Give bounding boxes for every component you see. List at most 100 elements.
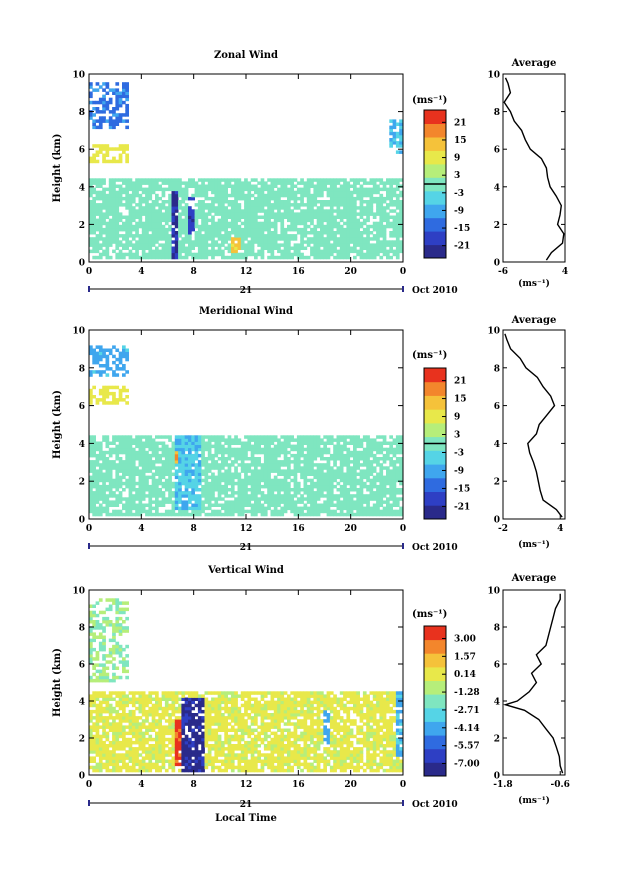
heatmap-cell — [118, 697, 123, 701]
heatmap-cell — [148, 460, 153, 464]
heatmap-cell — [270, 181, 275, 185]
heatmap-cell — [89, 438, 93, 442]
heatmap-cell — [389, 506, 393, 511]
heatmap-cell — [303, 469, 308, 473]
heatmap-cell — [277, 237, 281, 241]
heatmap-cell — [254, 500, 258, 504]
heatmap-cell — [155, 221, 159, 226]
heatmap-cell — [240, 190, 245, 195]
heatmap-cell — [112, 719, 116, 723]
heatmap-cell — [395, 141, 400, 145]
heatmap-cell — [392, 460, 397, 464]
heatmap-cell — [359, 512, 364, 517]
heatmap-cell — [102, 697, 106, 701]
heatmap-cell — [333, 469, 337, 473]
heatmap-cell — [102, 728, 106, 732]
heatmap-cell — [313, 438, 318, 442]
heatmap-cell — [270, 488, 275, 492]
heatmap-cell — [122, 737, 126, 742]
heatmap-cell — [313, 240, 318, 244]
heatmap-cell — [310, 494, 314, 498]
heatmap-cell — [141, 457, 146, 461]
average-x-tick-label: 4 — [557, 524, 563, 534]
heatmap-cell — [247, 215, 252, 219]
heatmap-cell — [333, 203, 337, 207]
heatmap-cell — [115, 147, 120, 151]
heatmap-cell — [362, 240, 367, 244]
heatmap-cell — [108, 768, 113, 773]
heatmap-cell — [316, 475, 321, 480]
heatmap-cell — [141, 255, 146, 260]
heatmap-cell — [108, 481, 113, 486]
heatmap-cell — [240, 237, 245, 241]
heatmap-cell — [316, 494, 321, 498]
heatmap-cell — [392, 441, 397, 445]
heatmap-cell — [105, 660, 110, 664]
heatmap-cell — [197, 206, 202, 210]
heatmap-cell — [336, 237, 341, 241]
heatmap-cell — [323, 441, 327, 445]
heatmap-cell — [369, 196, 374, 201]
heatmap-cell — [89, 616, 93, 621]
x-tick-label: 4 — [138, 267, 144, 277]
heatmap-cell — [379, 500, 384, 504]
heatmap-cell — [234, 215, 238, 219]
heatmap-cell — [211, 472, 215, 476]
heatmap-cell — [257, 227, 261, 232]
heatmap-cell — [399, 212, 403, 216]
heatmap-cell — [283, 255, 288, 260]
heatmap-cell — [343, 246, 347, 250]
heatmap-cell — [102, 453, 106, 458]
heatmap-cell — [118, 481, 123, 486]
heatmap-cell — [389, 125, 393, 130]
heatmap-cell — [293, 193, 298, 198]
heatmap-cell — [194, 497, 199, 501]
heatmap-cell — [128, 491, 133, 495]
heatmap-cell — [323, 255, 327, 260]
heatmap-cell — [191, 178, 195, 182]
heatmap-cell — [382, 478, 387, 483]
average-y-tick-label: 0 — [494, 516, 500, 526]
heatmap-cell — [89, 629, 93, 633]
heatmap-cell — [329, 209, 334, 213]
heatmap-cell — [247, 481, 252, 486]
heatmap-cell — [257, 215, 261, 219]
heatmap-cell — [329, 243, 334, 247]
heatmap-cell — [98, 641, 103, 646]
heatmap-cell — [151, 494, 156, 498]
heatmap-cell — [98, 768, 103, 773]
heatmap-cell — [237, 478, 242, 483]
heatmap-cell — [155, 249, 159, 254]
heatmap-cell — [105, 703, 110, 708]
heatmap-cell — [92, 100, 96, 105]
heatmap-cell — [145, 484, 149, 489]
heatmap-cell — [174, 206, 179, 210]
heatmap-cell — [254, 252, 258, 257]
heatmap-cell — [333, 249, 337, 254]
heatmap-cell — [392, 469, 397, 473]
heatmap-cell — [115, 607, 120, 612]
heatmap-cell — [300, 252, 304, 257]
heatmap-cell — [128, 469, 133, 473]
heatmap-cell — [201, 444, 205, 449]
heatmap-cell — [197, 512, 202, 517]
heatmap-cell — [181, 444, 186, 449]
heatmap-cell — [237, 509, 242, 514]
heatmap-cell — [89, 345, 93, 349]
heatmap-cell — [145, 234, 149, 238]
heatmap-cell — [112, 601, 116, 605]
heatmap-cell — [283, 438, 288, 442]
heatmap-cell — [174, 184, 179, 188]
heatmap-cell — [184, 212, 189, 216]
average-y-tick-label: 4 — [494, 183, 500, 193]
heatmap-cell — [194, 472, 199, 476]
heatmap-cell — [181, 500, 186, 504]
heatmap-cell — [92, 759, 96, 763]
heatmap-cell — [105, 607, 110, 612]
heatmap-cell — [148, 475, 153, 480]
heatmap-cell — [392, 512, 397, 517]
heatmap-cell — [359, 444, 364, 449]
heatmap-cell — [197, 215, 202, 219]
heatmap-cell — [382, 224, 387, 229]
heatmap-cell — [287, 503, 291, 507]
